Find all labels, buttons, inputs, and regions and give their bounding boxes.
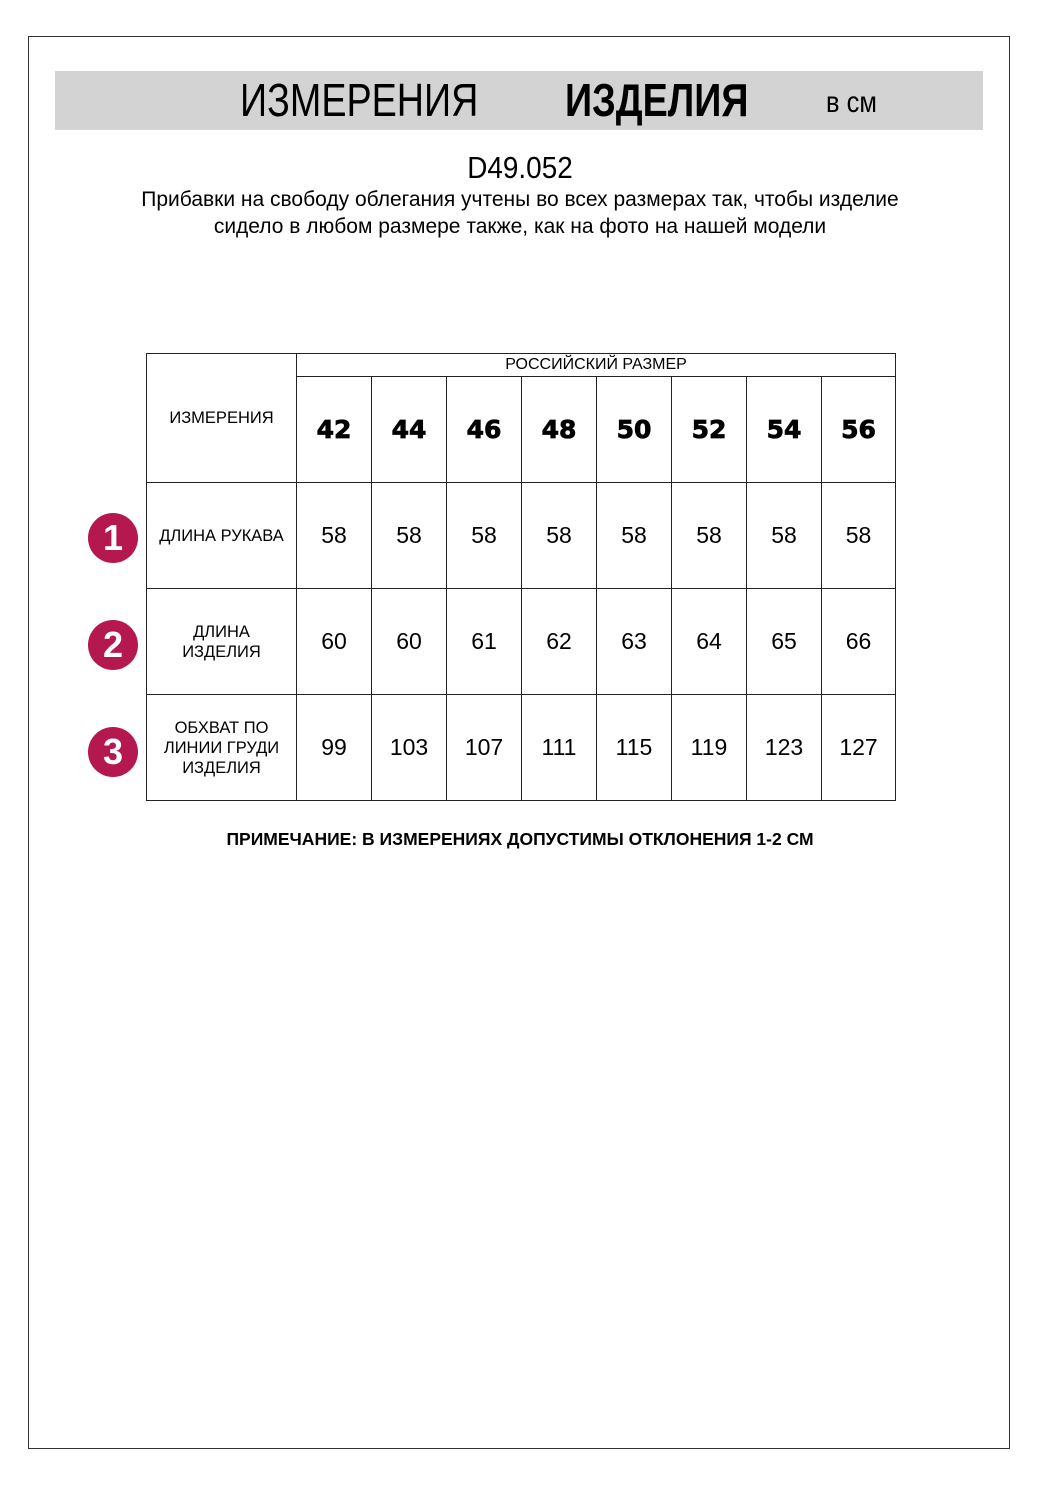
- value-cell: 58: [746, 482, 822, 589]
- note: ПРИМЕЧАНИЕ: В ИЗМЕРЕНИЯХ ДОПУСТИМЫ ОТКЛО…: [226, 829, 814, 849]
- row-number-badge: 2: [88, 620, 138, 670]
- size-header: 42: [296, 376, 372, 483]
- product-code: D49.052: [467, 150, 573, 185]
- value-cell: 64: [671, 588, 747, 695]
- value-cell: 123: [746, 694, 822, 801]
- size-header: 52: [671, 376, 747, 483]
- measurement-label: ОБХВАТ ПО ЛИНИИ ГРУДИ ИЗДЕЛИЯ: [146, 694, 297, 801]
- value-cell: 107: [446, 694, 522, 801]
- value-cell: 61: [446, 588, 522, 695]
- value-cell: 99: [296, 694, 372, 801]
- value-cell: 58: [521, 482, 597, 589]
- value-cell: 119: [671, 694, 747, 801]
- value-cell: 63: [596, 588, 672, 695]
- title-unit: в см: [826, 86, 877, 119]
- value-cell: 58: [596, 482, 672, 589]
- value-cell: 58: [371, 482, 447, 589]
- description: Прибавки на свободу облегания учтены во …: [141, 188, 899, 238]
- page-frame: [28, 36, 1010, 1449]
- table-row: ДЛИНА ИЗДЕЛИЯ 60 60 61 62 63 64 65 66: [146, 588, 896, 695]
- size-header: 56: [821, 376, 896, 483]
- value-cell: 127: [821, 694, 896, 801]
- size-header: 50: [596, 376, 672, 483]
- title-bold: ИЗДЕЛИЯ: [565, 74, 749, 126]
- table-row: ДЛИНА РУКАВА 58 58 58 58 58 58 58 58: [146, 482, 896, 589]
- value-cell: 58: [296, 482, 372, 589]
- value-cell: 58: [821, 482, 896, 589]
- value-cell: 60: [371, 588, 447, 695]
- row-number-badge: 1: [88, 513, 138, 563]
- corner-label: ИЗМЕРЕНИЯ: [146, 353, 297, 483]
- value-cell: 103: [371, 694, 447, 801]
- value-cell: 60: [296, 588, 372, 695]
- value-cell: 58: [671, 482, 747, 589]
- measurement-label: ДЛИНА ИЗДЕЛИЯ: [146, 588, 297, 695]
- size-header: 54: [746, 376, 822, 483]
- size-header: 44: [371, 376, 447, 483]
- title-regular: ИЗМЕРЕНИЯ: [240, 74, 479, 126]
- value-cell: 115: [596, 694, 672, 801]
- size-table: ИЗМЕРЕНИЯ РОССИЙСКИЙ РАЗМЕР 42 44 46 48 50 52…: [146, 353, 896, 801]
- row-number-badge: 3: [88, 727, 138, 777]
- value-cell: 66: [821, 588, 896, 695]
- table-row: ОБХВАТ ПО ЛИНИИ ГРУДИ ИЗДЕЛИЯ 99 103 107 111…: [146, 694, 896, 801]
- size-header: 46: [446, 376, 522, 483]
- value-cell: 65: [746, 588, 822, 695]
- size-group-label: РОССИЙСКИЙ РАЗМЕР: [296, 353, 896, 377]
- value-cell: 58: [446, 482, 522, 589]
- size-header: 48: [521, 376, 597, 483]
- title-band: [55, 71, 983, 130]
- value-cell: 111: [521, 694, 597, 801]
- measurement-label: ДЛИНА РУКАВА: [146, 482, 297, 589]
- value-cell: 62: [521, 588, 597, 695]
